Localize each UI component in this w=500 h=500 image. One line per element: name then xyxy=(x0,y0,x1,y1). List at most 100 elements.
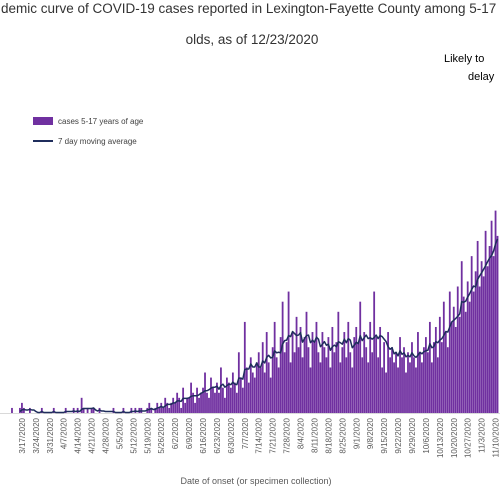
bar xyxy=(275,357,278,413)
x-axis-title: Date of onset (or specimen collection) xyxy=(180,476,331,486)
x-tick-label: 10/27/2020 xyxy=(464,417,473,458)
x-tick-label: 9/22/2020 xyxy=(394,417,403,453)
bar xyxy=(460,261,463,413)
bar xyxy=(291,332,294,413)
bar xyxy=(301,357,304,413)
bar xyxy=(387,332,389,413)
bar xyxy=(478,286,481,413)
bar xyxy=(257,352,260,413)
bar xyxy=(373,291,376,413)
bar xyxy=(196,387,198,413)
bar xyxy=(178,397,181,413)
x-tick-label: 9/29/2020 xyxy=(408,417,417,453)
bar xyxy=(383,342,386,413)
bar xyxy=(325,357,328,413)
bar xyxy=(265,332,268,413)
bar xyxy=(277,367,280,413)
bar xyxy=(148,402,151,413)
bar xyxy=(464,311,467,413)
x-tick-label: 5/12/2020 xyxy=(129,417,138,453)
bar xyxy=(82,407,85,413)
x-tick-label: 10/20/2020 xyxy=(450,417,459,458)
bar xyxy=(367,362,370,413)
bar xyxy=(421,362,423,413)
bar xyxy=(80,397,83,413)
bar xyxy=(492,256,495,413)
bar xyxy=(405,372,407,413)
bar xyxy=(231,372,234,413)
x-tick-label: 11/3/2020 xyxy=(478,417,487,453)
x-tick-label: 6/30/2020 xyxy=(227,417,236,453)
bar xyxy=(494,210,497,413)
bar xyxy=(186,397,188,413)
x-tick-label: 8/25/2020 xyxy=(338,417,347,453)
bar xyxy=(436,357,439,413)
bar xyxy=(401,357,403,413)
bar xyxy=(241,387,244,413)
bar xyxy=(287,291,290,413)
bar xyxy=(462,296,465,413)
bar xyxy=(403,347,405,413)
bar xyxy=(227,382,230,413)
bar xyxy=(162,407,165,413)
bar xyxy=(452,306,455,413)
bar xyxy=(64,407,67,413)
bar xyxy=(309,367,312,413)
bar xyxy=(172,397,175,413)
bar xyxy=(208,397,210,413)
bar xyxy=(150,407,153,413)
bar xyxy=(432,342,435,413)
bar xyxy=(311,332,314,413)
bar xyxy=(347,321,350,413)
bar xyxy=(174,402,177,413)
bar xyxy=(204,372,206,413)
bar xyxy=(369,321,372,413)
bar xyxy=(379,326,382,413)
bar xyxy=(194,402,196,413)
bar xyxy=(385,372,387,413)
bar xyxy=(474,271,477,413)
bar xyxy=(130,407,133,413)
bar xyxy=(233,382,236,413)
x-tick-label: 8/4/2020 xyxy=(297,417,306,449)
bar xyxy=(166,402,169,413)
bar xyxy=(430,362,433,413)
bar xyxy=(180,407,183,413)
bar xyxy=(11,407,13,413)
bar xyxy=(21,402,23,413)
bar xyxy=(482,276,485,413)
bar xyxy=(206,392,208,413)
x-tick-label: 6/16/2020 xyxy=(199,417,208,453)
x-tick-label: 5/5/2020 xyxy=(115,417,124,449)
bar xyxy=(391,347,393,413)
bar xyxy=(210,377,212,413)
bar xyxy=(269,377,272,413)
bar xyxy=(202,387,204,413)
chart-title: demic curve of COVID-19 cases reported i… xyxy=(1,1,496,16)
bar xyxy=(251,372,254,413)
bar xyxy=(321,332,324,413)
bar xyxy=(496,235,499,413)
bar xyxy=(407,352,409,413)
x-tick-label: 9/1/2020 xyxy=(352,417,361,449)
bar xyxy=(440,342,443,413)
bar xyxy=(335,342,338,413)
bar xyxy=(331,326,334,413)
bar xyxy=(409,362,411,413)
bar xyxy=(293,352,296,413)
bar xyxy=(353,337,356,413)
bar xyxy=(399,337,401,413)
bar xyxy=(486,266,489,413)
x-tick-label: 3/17/2020 xyxy=(18,417,27,453)
bar xyxy=(375,337,378,413)
x-tick-label: 9/15/2020 xyxy=(380,417,389,453)
bar xyxy=(413,357,415,413)
bar xyxy=(426,352,429,413)
bar xyxy=(285,342,288,413)
bar xyxy=(297,347,300,413)
bar xyxy=(434,326,437,413)
bar xyxy=(365,347,368,413)
bar xyxy=(259,367,262,413)
